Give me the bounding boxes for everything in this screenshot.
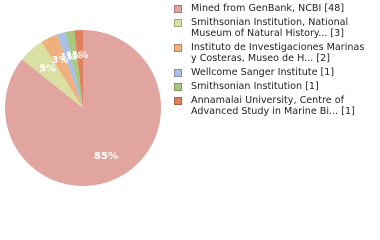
legend-swatch	[174, 44, 182, 52]
slice-label: 1%	[66, 51, 83, 62]
pie-slice	[41, 34, 83, 108]
slice-label: 3%	[51, 55, 68, 66]
legend-label: Smithsonian Institution [1]	[191, 81, 319, 92]
legend-item: Annamalai University, Centre of Advanced…	[172, 95, 372, 117]
legend-swatch	[174, 5, 182, 13]
pie-slice	[65, 30, 83, 108]
slice-label: 1%	[60, 52, 77, 63]
pie-slice	[74, 30, 83, 108]
legend-label: Annamalai University, Centre of Advanced…	[191, 95, 355, 117]
legend-label: Instituto de Investigaciones Marinas y C…	[191, 42, 365, 64]
legend-label: Wellcome Sanger Institute [1]	[191, 67, 335, 78]
legend-item: Instituto de Investigaciones Marinas y C…	[172, 42, 372, 64]
legend-item: Mined from GenBank, NCBI [48]	[172, 3, 372, 14]
legend-label: Mined from GenBank, NCBI [48]	[191, 3, 345, 14]
legend: Mined from GenBank, NCBI [48] Smithsonian…	[172, 3, 372, 117]
legend-label: Smithsonian Institution, National Museum…	[191, 17, 349, 39]
legend-swatch	[174, 69, 182, 77]
slice-label: 5%	[39, 63, 56, 74]
slice-label: 85%	[94, 151, 118, 162]
legend-swatch	[174, 83, 182, 91]
pie-slice	[57, 31, 83, 108]
pie: 85%5%3%1%1%1%	[4, 30, 161, 186]
slice-label: 1%	[72, 50, 89, 61]
legend-item: Wellcome Sanger Institute [1]	[172, 67, 372, 78]
pie-slice	[4, 30, 161, 186]
legend-swatch	[174, 97, 182, 105]
legend-item: Smithsonian Institution, National Museum…	[172, 17, 372, 39]
legend-swatch	[174, 19, 182, 27]
pie-slice	[22, 41, 84, 108]
legend-item: Smithsonian Institution [1]	[172, 81, 372, 92]
